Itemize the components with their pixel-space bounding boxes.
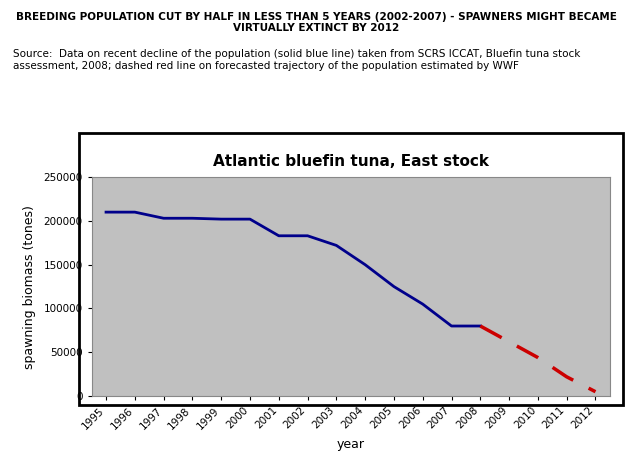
Title: Atlantic bluefin tuna, East stock: Atlantic bluefin tuna, East stock [213, 154, 489, 169]
X-axis label: year: year [337, 438, 365, 451]
Text: Source:  Data on recent decline of the population (solid blue line) taken from S: Source: Data on recent decline of the po… [13, 49, 580, 70]
Y-axis label: spawning biomass (tones): spawning biomass (tones) [23, 205, 37, 369]
Text: BREEDING POPULATION CUT BY HALF IN LESS THAN 5 YEARS (2002-2007) - SPAWNERS MIGH: BREEDING POPULATION CUT BY HALF IN LESS … [16, 12, 616, 33]
